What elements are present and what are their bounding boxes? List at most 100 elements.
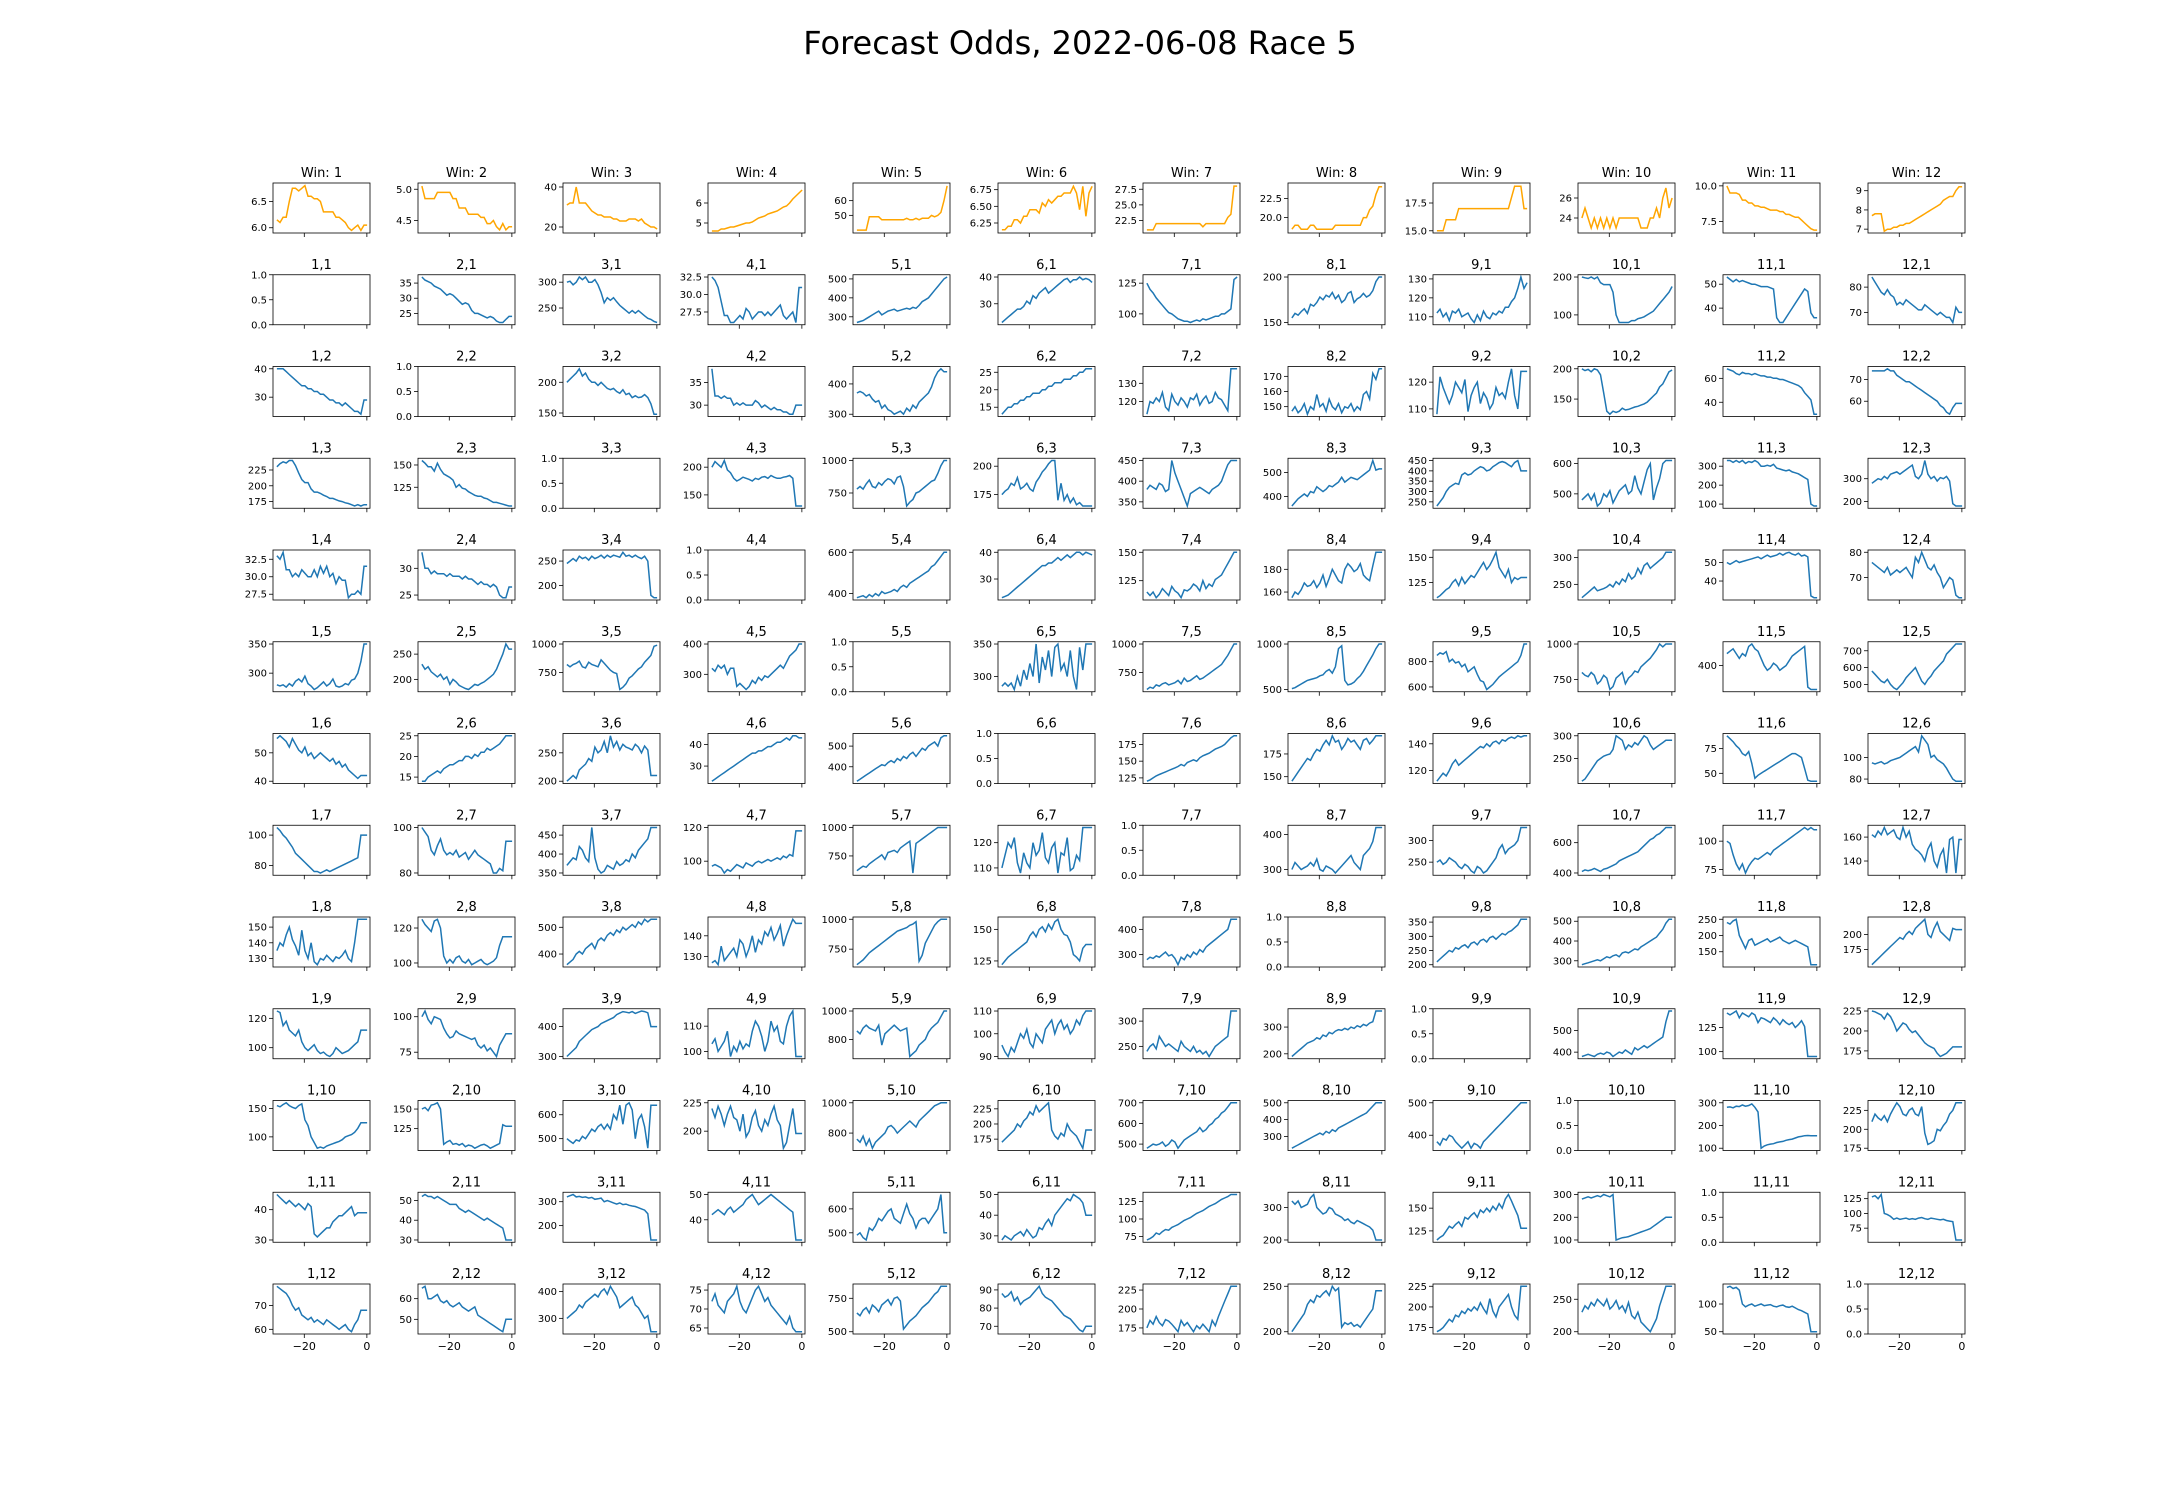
y-tick-label: 350 xyxy=(1408,918,1427,929)
plot-frame xyxy=(852,641,951,693)
x-tick-label: −20 xyxy=(873,1340,896,1353)
y-tick-label: 30.0 xyxy=(245,572,267,583)
plot-frame xyxy=(562,457,661,509)
y-tick-label: 80 xyxy=(979,1304,992,1315)
plot-frame xyxy=(1722,1008,1821,1060)
series-line xyxy=(1436,826,1528,875)
subplot-title: 8,9 xyxy=(1326,992,1347,1007)
subplot-title: 2,2 xyxy=(456,350,477,365)
y-tick-label: 500 xyxy=(1263,1098,1282,1109)
y-tick-label: 1.0 xyxy=(396,362,412,373)
y-tick-label: 60 xyxy=(1704,374,1717,385)
y-tick-label: 0.5 xyxy=(1846,1305,1862,1316)
y-tick-label: 225 xyxy=(1843,1007,1862,1018)
subplot-pair-4-2: 4,2 30 35 xyxy=(689,350,806,421)
subplot-pair-7-5: 7,5 750 1000 xyxy=(1112,625,1241,696)
y-tick-label: 1.0 xyxy=(1846,1280,1862,1291)
y-tick-label: 9 xyxy=(1856,186,1862,197)
plot-frame xyxy=(562,1191,661,1243)
subplot-title: 3,9 xyxy=(601,992,622,1007)
y-tick-label: 400 xyxy=(828,379,847,390)
series-line xyxy=(1001,1284,1093,1333)
y-tick-label: 500 xyxy=(538,923,557,934)
series-line xyxy=(1001,276,1093,324)
plot-frame xyxy=(1577,916,1676,968)
y-tick-label: 750 xyxy=(538,668,557,679)
series-line xyxy=(711,735,803,782)
series-line xyxy=(566,186,658,230)
subplot-pair-3-11: 3,11 200 300 xyxy=(538,1175,661,1247)
subplot-pair-3-3: 3,3 0.0 0.5 1.0 xyxy=(541,441,661,515)
plot-frame xyxy=(1142,182,1241,234)
plot-frame xyxy=(1287,274,1386,326)
subplot-title: 12,6 xyxy=(1902,717,1931,732)
x-tick-label: 0 xyxy=(1958,1340,1965,1353)
plot-frame xyxy=(417,916,516,968)
subplot-pair-1-3: 1,3 175 200 225 xyxy=(248,441,371,513)
y-tick-label: 100 xyxy=(393,1012,412,1023)
y-tick-label: 22.5 xyxy=(1260,194,1282,205)
y-tick-label: 100 xyxy=(248,1132,267,1143)
plot-frame xyxy=(852,1191,951,1243)
subplot-title: 12,3 xyxy=(1902,441,1931,456)
subplot-pair-8-10: 8,10 300 400 500 xyxy=(1263,1084,1386,1155)
y-tick-label: 300 xyxy=(1698,1098,1717,1109)
y-tick-label: 300 xyxy=(1553,553,1572,564)
y-tick-label: 500 xyxy=(828,274,847,285)
subplot-title: 5,6 xyxy=(891,717,912,732)
plot-frame xyxy=(417,1100,516,1151)
subplot-pair-9-10: 9,10 400 500 xyxy=(1408,1084,1531,1155)
plot-frame xyxy=(1722,457,1821,509)
series-line xyxy=(1726,1102,1818,1150)
plot-frame xyxy=(1432,1191,1531,1243)
plot-frame xyxy=(1142,1283,1241,1335)
plot-frame xyxy=(997,457,1096,509)
x-tick-label: 0 xyxy=(653,1340,660,1353)
plot-frame xyxy=(1867,1100,1966,1151)
plot-frame xyxy=(272,1100,371,1151)
subplot-pair-3-5: 3,5 750 1000 xyxy=(532,625,661,696)
subplot-title: 7,10 xyxy=(1177,1084,1206,1099)
y-tick-label: 20 xyxy=(979,385,992,396)
y-tick-label: 125 xyxy=(1118,773,1137,784)
subplot-pair-3-1: 3,1 250 300 xyxy=(538,258,661,329)
y-tick-label: 75 xyxy=(1124,1232,1137,1243)
subplot-title: 2,1 xyxy=(456,258,477,273)
y-tick-label: 1000 xyxy=(1547,640,1572,651)
y-tick-label: 5 xyxy=(696,219,702,230)
y-tick-label: 400 xyxy=(538,850,557,861)
plot-frame xyxy=(997,549,1096,601)
y-tick-label: 40 xyxy=(399,1216,412,1227)
series-line xyxy=(711,276,803,324)
subplot-pair-3-10: 3,10 500 600 xyxy=(538,1084,661,1155)
subplot-title: 8,7 xyxy=(1326,808,1347,823)
x-tick-label: 0 xyxy=(943,1340,950,1353)
y-tick-label: 50 xyxy=(1704,280,1717,291)
subplot-title: 5,8 xyxy=(891,900,912,915)
y-tick-label: 27.5 xyxy=(245,590,267,601)
figure-title: Forecast Odds, 2022-06-08 Race 5 xyxy=(803,24,1357,62)
y-tick-label: 40 xyxy=(1704,577,1717,588)
plot-frame xyxy=(1867,549,1966,601)
series-line xyxy=(566,551,658,599)
y-tick-label: 24 xyxy=(1559,214,1572,225)
plot-frame xyxy=(1287,1191,1386,1243)
plot-frame xyxy=(562,549,661,601)
plot-frame xyxy=(417,366,516,417)
subplot-title: 4,10 xyxy=(742,1084,771,1099)
y-tick-label: 125 xyxy=(393,483,412,494)
series-line xyxy=(1291,551,1383,599)
y-tick-label: 0.5 xyxy=(831,662,847,673)
y-tick-label: 1000 xyxy=(822,1007,847,1018)
subplot-title: 5,12 xyxy=(887,1267,916,1282)
series-line xyxy=(1291,276,1383,319)
y-tick-label: 50 xyxy=(979,1190,992,1201)
subplot-title: 3,7 xyxy=(601,808,622,823)
series-line xyxy=(856,1194,948,1242)
subplot-title: 8,6 xyxy=(1326,717,1347,732)
y-tick-label: 20 xyxy=(544,223,557,234)
y-tick-label: 0.0 xyxy=(251,320,267,331)
series-line xyxy=(1726,185,1818,231)
subplot-title: 2,7 xyxy=(456,808,477,823)
